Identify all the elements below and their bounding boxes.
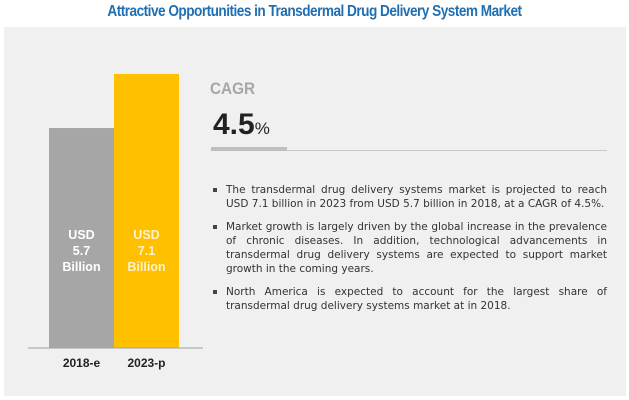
data-label: 5.7 (73, 244, 90, 258)
bullet-text: Market growth is largely driven by the g… (226, 221, 607, 275)
list-item: Market growth is largely driven by the g… (211, 220, 607, 276)
data-label: USD (68, 228, 94, 242)
key-findings-list: The transdermal drug delivery systems ma… (211, 183, 607, 322)
cagr-divider-accent (211, 147, 287, 151)
data-label: Billion (127, 260, 165, 274)
page-title: Attractive Opportunities in Transdermal … (107, 3, 522, 20)
bullet-text: The transdermal drug delivery systems ma… (226, 184, 607, 210)
bullet-icon (213, 290, 217, 294)
list-item: The transdermal drug delivery systems ma… (211, 183, 607, 211)
bullet-text: North America is expected to account for… (226, 286, 607, 312)
x-tick-label: 2018-e (63, 356, 101, 370)
x-tick-label: 2023-p (127, 356, 165, 370)
bullet-icon (213, 188, 217, 192)
data-label: 7.1 (138, 244, 155, 258)
cagr-divider (211, 150, 607, 151)
cagr-number: 4.5 (213, 108, 255, 141)
bar-2018-e (49, 128, 114, 348)
data-label: Billion (62, 260, 100, 274)
bullet-icon (213, 225, 217, 229)
cagr-value: 4.5% (213, 108, 270, 142)
cagr-label: CAGR (210, 79, 256, 98)
list-item: North America is expected to account for… (211, 285, 607, 313)
data-label: USD (133, 228, 159, 242)
bar-2023-p (114, 74, 179, 348)
cagr-unit: % (254, 119, 270, 138)
